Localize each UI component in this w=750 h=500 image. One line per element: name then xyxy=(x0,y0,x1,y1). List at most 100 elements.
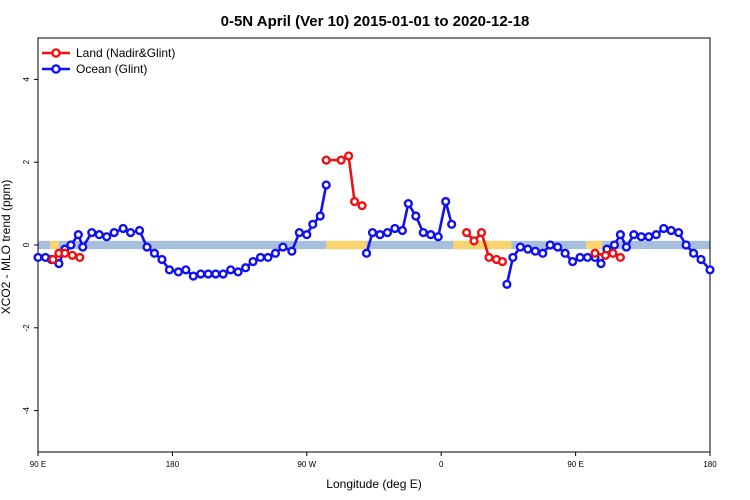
land-point xyxy=(615,252,626,263)
ocean-point xyxy=(188,271,198,281)
legend-ocean-marker xyxy=(51,64,61,74)
ocean-point xyxy=(367,227,378,238)
x-tick-label: 90 E xyxy=(567,460,583,469)
ocean-point xyxy=(66,240,76,250)
x-tick-label: 180 xyxy=(166,460,180,469)
ocean-point xyxy=(164,265,175,275)
ocean-series xyxy=(33,180,715,289)
ocean-point xyxy=(636,232,646,242)
ocean-point xyxy=(441,196,451,207)
ocean-point xyxy=(582,252,593,263)
ocean-point xyxy=(173,267,183,277)
land-point xyxy=(600,250,611,260)
ocean-point xyxy=(255,252,266,263)
ocean-point xyxy=(270,248,281,258)
land-point xyxy=(336,155,346,165)
ocean-point xyxy=(321,180,331,190)
land-point xyxy=(497,256,508,267)
ocean-point xyxy=(361,248,372,258)
ocean-point xyxy=(263,252,273,263)
ocean-point xyxy=(705,265,715,275)
ocean-point xyxy=(545,240,555,250)
x-tick-label: 90 W xyxy=(297,460,316,469)
y-axis-label: XCO2 - MLO trend (ppm) xyxy=(0,180,13,315)
ocean-point xyxy=(596,259,606,269)
series-layer xyxy=(33,151,715,289)
legend-ocean-label: Ocean (Glint) xyxy=(76,62,147,76)
ocean-band xyxy=(38,240,710,250)
ocean-point xyxy=(181,265,191,275)
axes: 90 E 180 90 W 0 90 E 180 -4 -2 0 2 4 xyxy=(22,77,717,469)
ocean-point xyxy=(403,199,413,209)
ocean-point xyxy=(644,232,654,242)
ocean-point xyxy=(575,252,585,263)
ocean-point xyxy=(248,256,258,267)
land-point xyxy=(321,155,331,165)
ocean-point xyxy=(134,225,145,236)
ocean-point xyxy=(681,240,691,250)
ocean-point xyxy=(315,211,325,221)
ocean-point xyxy=(102,232,112,242)
ocean-point xyxy=(390,223,400,234)
ocean-point xyxy=(142,242,152,252)
ocean-point xyxy=(696,254,706,265)
ocean-point xyxy=(278,242,288,252)
x-tick-label: 180 xyxy=(703,460,717,469)
ocean-point xyxy=(538,248,548,258)
land-point xyxy=(349,196,360,207)
ocean-point xyxy=(211,269,221,279)
ocean-point xyxy=(203,269,213,279)
ocean-point xyxy=(629,230,639,240)
land-band-segment xyxy=(49,240,59,250)
ocean-point xyxy=(94,230,104,240)
ocean-point xyxy=(609,240,620,250)
ocean-point xyxy=(382,227,393,238)
ocean-point xyxy=(218,269,228,279)
ocean-point xyxy=(688,248,699,258)
land-point xyxy=(461,227,472,238)
ocean-point xyxy=(515,242,525,252)
ocean-point xyxy=(118,223,128,234)
land-band-segment xyxy=(586,240,603,250)
land-band-segment xyxy=(326,240,367,250)
x-tick-label: 90 E xyxy=(30,460,46,469)
ocean-point xyxy=(418,227,428,238)
zero-band xyxy=(38,240,710,250)
land-point xyxy=(590,248,600,258)
ocean-point xyxy=(287,246,297,256)
ocean-point xyxy=(226,265,236,275)
ocean-point xyxy=(560,248,570,258)
ocean-point xyxy=(125,227,136,238)
x-axis-label: Longitude (deg E) xyxy=(326,477,421,491)
ocean-point xyxy=(523,244,533,254)
ocean-point xyxy=(308,219,318,229)
ocean-point xyxy=(302,230,312,240)
ocean-point xyxy=(375,230,385,240)
ocean-point xyxy=(109,227,119,238)
ocean-point xyxy=(240,263,251,273)
land-point xyxy=(344,151,354,161)
land-point xyxy=(75,252,85,263)
ocean-point xyxy=(615,230,626,240)
ocean-point xyxy=(508,252,518,263)
ocean-point xyxy=(666,225,676,236)
ocean-point xyxy=(621,242,631,252)
ocean-point xyxy=(33,252,43,263)
ocean-point xyxy=(157,254,167,265)
ocean-point xyxy=(233,267,243,277)
land-point xyxy=(357,201,367,211)
land-point xyxy=(60,248,70,258)
legend-land-marker xyxy=(51,48,61,58)
ocean-point xyxy=(659,223,669,234)
land-point xyxy=(48,254,58,265)
y-tick-label: 0 xyxy=(22,242,31,247)
land-point xyxy=(484,252,494,263)
land-point xyxy=(67,250,77,260)
ocean-point xyxy=(54,259,64,269)
land-point xyxy=(469,236,479,246)
y-tick-label: -2 xyxy=(22,324,31,332)
x-tick-label: 0 xyxy=(439,460,444,469)
y-tick-label: 2 xyxy=(22,159,31,164)
y-tick-label: -4 xyxy=(22,406,31,414)
ocean-point xyxy=(149,248,160,258)
